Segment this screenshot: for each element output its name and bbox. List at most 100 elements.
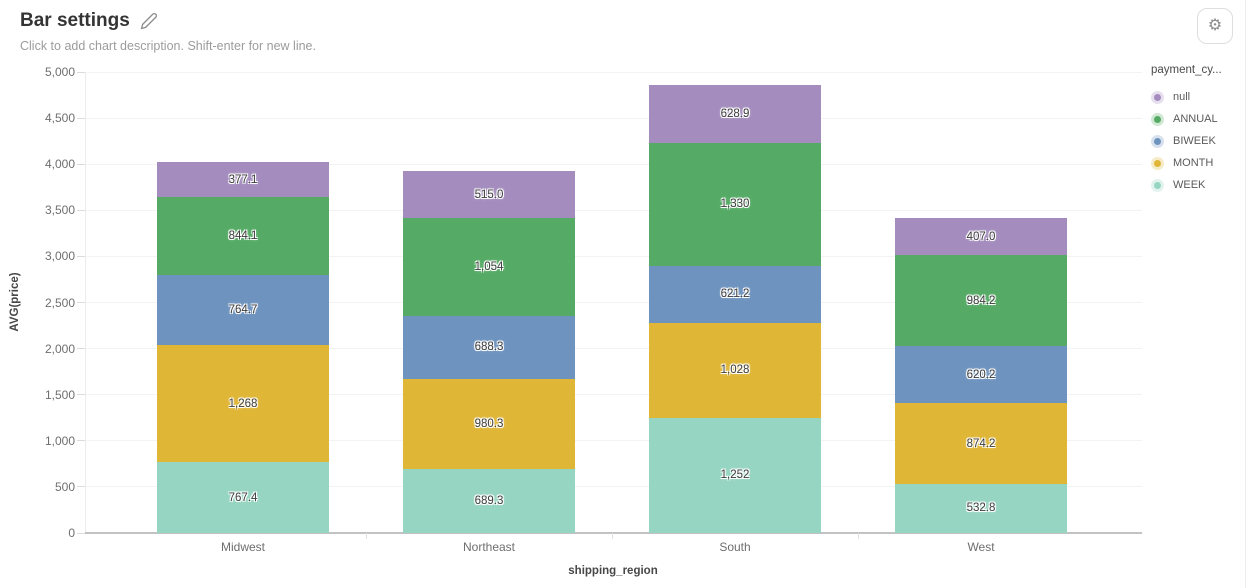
y-tick-label: 3,500 (44, 203, 75, 218)
bar-segment-label: 1,028 (720, 364, 750, 377)
y-tick-mark (77, 71, 85, 73)
bar-segment-label: 980.3 (474, 418, 504, 431)
legend-marker-circle-icon (1151, 178, 1164, 192)
page-title[interactable]: Bar settings (20, 10, 130, 31)
grid-line (85, 163, 1142, 165)
legend-item[interactable]: WEEK (1151, 174, 1246, 196)
bar-segment[interactable]: 980.3 (403, 379, 575, 470)
bar-segment[interactable]: 628.9 (649, 84, 821, 143)
grid-line (85, 302, 1142, 303)
legend-item-label: BIWEEK (1173, 135, 1216, 147)
bar-segment[interactable]: 688.3 (403, 315, 575, 380)
x-tick-mark (612, 533, 613, 539)
y-tick-label: 2,000 (44, 341, 75, 356)
bar-segment-label: 984.2 (966, 294, 996, 307)
bar-segment-label: 1,330 (720, 198, 750, 211)
bar-segment-label: 1,268 (228, 397, 258, 410)
grid-line (85, 209, 1142, 211)
bar-segment[interactable]: 621.2 (649, 265, 821, 323)
y-tick-mark (77, 440, 85, 442)
bar-segment-label: 532.8 (966, 502, 996, 515)
x-tick-label: Northeast (462, 540, 516, 554)
legend-item[interactable]: null (1151, 86, 1246, 108)
bar-segment-label: 377.1 (228, 173, 258, 186)
bar-segment[interactable]: 1,252 (649, 417, 821, 533)
bar-segment[interactable]: 515.0 (403, 170, 575, 219)
bar-segment-label: 688.3 (474, 341, 504, 354)
grid-line (85, 394, 1142, 396)
legend-item-label: ANNUAL (1173, 113, 1218, 125)
grid-line (85, 486, 1142, 488)
y-tick-mark (77, 394, 85, 396)
y-tick-mark (77, 209, 85, 211)
bar-segment-label: 620.2 (966, 368, 996, 381)
grid-line (85, 255, 1142, 257)
bar-segment-label: 764.7 (228, 304, 258, 317)
y-tick-mark (77, 163, 85, 165)
bar-segment[interactable]: 764.7 (157, 274, 329, 346)
bar-segment[interactable]: 1,028 (649, 322, 821, 418)
legend-item-label: MONTH (1173, 157, 1214, 169)
legend-marker-circle-icon (1151, 134, 1164, 148)
x-tick-label: South (719, 540, 751, 554)
chart-header: Bar settings Click to add chart descript… (20, 10, 316, 53)
chart-description-placeholder[interactable]: Click to add chart description. Shift-en… (20, 39, 316, 53)
bar-segment[interactable]: 767.4 (157, 462, 329, 533)
pencil-icon[interactable] (140, 12, 158, 30)
bar-segment-label: 1,054 (474, 261, 504, 273)
y-tick-label: 1,500 (44, 387, 75, 402)
bar-segment[interactable]: 407.0 (895, 217, 1067, 256)
y-tick-mark (77, 117, 85, 119)
bar-segment-label: 874.2 (966, 437, 996, 450)
gear-icon: ⚙ (1207, 17, 1223, 34)
bar-segment-label: 1,252 (720, 469, 750, 482)
y-tick-label: 3,000 (44, 249, 75, 264)
y-tick-label: 2,500 (44, 295, 75, 310)
bar-segment[interactable]: 1,330 (649, 142, 821, 266)
x-tick-label: West (967, 540, 995, 554)
y-tick-label: 0 (68, 526, 75, 540)
y-tick-mark (77, 302, 85, 303)
bar-segment[interactable]: 1,054 (403, 218, 575, 316)
y-tick-label: 4,500 (44, 111, 75, 126)
bar-segment-label: 628.9 (720, 107, 750, 120)
x-tick-mark (858, 533, 859, 539)
grid-line (85, 440, 1142, 442)
y-tick-mark (77, 348, 85, 350)
bar-segment[interactable]: 620.2 (895, 346, 1067, 404)
y-tick-mark (77, 255, 85, 257)
bar-segment[interactable]: 874.2 (895, 403, 1067, 484)
x-tick-mark (366, 533, 367, 539)
legend-item[interactable]: BIWEEK (1151, 130, 1246, 152)
bar-segment[interactable]: 1,268 (157, 345, 329, 463)
legend-marker-circle-icon (1151, 112, 1164, 126)
bar-segment[interactable]: 984.2 (895, 255, 1067, 347)
bar-segment-label: 621.2 (720, 288, 750, 301)
x-axis-title: shipping_region (568, 565, 658, 577)
bar-segment-label: 767.4 (228, 491, 258, 504)
bar-segment[interactable]: 377.1 (157, 162, 329, 197)
bar-segment-label: 515.0 (474, 188, 504, 201)
bar-segment[interactable]: 689.3 (403, 469, 575, 533)
legend-item-label: null (1173, 91, 1191, 103)
y-tick-label: 1,000 (44, 433, 75, 448)
bar-segment-label: 407.0 (966, 230, 996, 243)
x-tick-label: Midwest (220, 540, 266, 554)
bar-segment[interactable]: 532.8 (895, 483, 1067, 533)
chart-settings-button[interactable]: ⚙ (1197, 8, 1233, 44)
y-tick-mark (77, 486, 85, 488)
legend-marker-circle-icon (1151, 90, 1164, 104)
x-axis-baseline (85, 532, 1142, 534)
grid-line (85, 117, 1142, 119)
legend-item[interactable]: MONTH (1151, 152, 1246, 174)
grid-line (85, 348, 1142, 350)
bar-segment[interactable]: 844.1 (157, 197, 329, 275)
legend-marker-circle-icon (1151, 156, 1164, 170)
bar-segment-label: 689.3 (474, 495, 504, 508)
legend-title: payment_cy... (1151, 64, 1222, 76)
legend-item[interactable]: ANNUAL (1151, 108, 1246, 130)
bar-segment-label: 844.1 (228, 229, 258, 242)
y-tick-label: 4,000 (44, 157, 75, 172)
grid-line (85, 71, 1142, 73)
